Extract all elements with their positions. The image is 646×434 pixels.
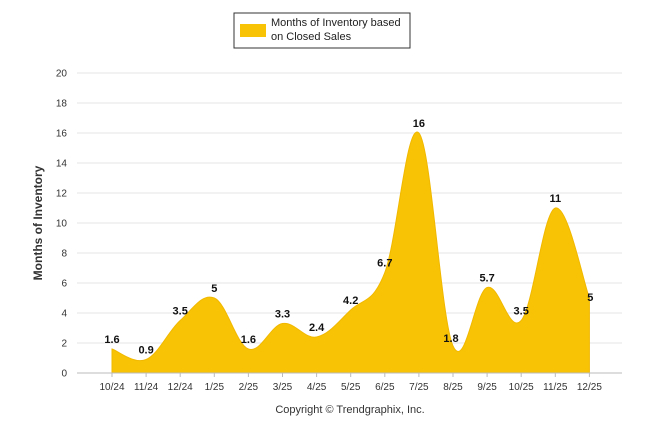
x-tick-label: 12/25: [577, 382, 602, 393]
y-tick-label: 14: [56, 159, 68, 170]
x-tick-label: 7/25: [409, 382, 429, 393]
x-tick-label: 5/25: [341, 382, 361, 393]
x-tick-label: 9/25: [477, 382, 497, 393]
legend-swatch: [240, 24, 266, 37]
data-label: 0.9: [138, 345, 153, 357]
y-tick-label: 6: [61, 279, 67, 290]
x-tick-label: 12/24: [168, 382, 193, 393]
data-label: 5: [211, 283, 217, 295]
data-label: 1.8: [443, 333, 458, 345]
x-tick-label: 4/25: [307, 382, 327, 393]
x-tick-label: 11/24: [134, 382, 159, 393]
data-label: 4.2: [343, 295, 358, 307]
data-label: 2.4: [309, 322, 325, 334]
data-label: 16: [413, 118, 425, 130]
x-tick-label: 11/25: [543, 382, 568, 393]
y-tick-label: 20: [56, 69, 68, 80]
y-tick-label: 12: [56, 189, 68, 200]
x-tick-label: 8/25: [443, 382, 463, 393]
x-tick-label: 1/25: [205, 382, 225, 393]
y-tick-label: 4: [61, 309, 67, 320]
x-tick-label: 3/25: [273, 382, 293, 393]
y-tick-label: 10: [56, 219, 68, 230]
x-tick-label: 10/25: [509, 382, 534, 393]
x-axis-ticks: 10/24 11/24 12/24 1/25 2/25 3/25 4/25 5/25 6/25 7…: [99, 373, 602, 393]
data-label: 1.6: [104, 334, 119, 346]
y-axis-ticks: 0 2 4 6 8 10 12 14 16 18 20: [56, 69, 68, 380]
legend-label-line1: Months of Inventory based: [271, 17, 401, 29]
y-tick-label: 16: [56, 129, 68, 140]
y-axis-label: Months of Inventory: [31, 165, 45, 280]
y-tick-label: 18: [56, 99, 68, 110]
y-tick-label: 2: [61, 339, 67, 350]
area-series: [111, 131, 590, 374]
x-tick-label: 10/24: [99, 382, 124, 393]
data-label: 6.7: [377, 258, 392, 270]
y-tick-label: 8: [61, 249, 67, 260]
data-label: 5.7: [479, 273, 494, 285]
legend-label-line2: on Closed Sales: [271, 31, 352, 43]
data-label: 11: [549, 193, 561, 205]
data-label: 1.6: [241, 334, 256, 346]
y-tick-label: 0: [61, 369, 67, 380]
data-label: 5: [587, 292, 593, 304]
data-label: 3.5: [514, 306, 529, 318]
copyright-credit: Copyright © Trendgraphix, Inc.: [275, 404, 424, 416]
x-tick-label: 2/25: [239, 382, 259, 393]
legend: Months of Inventory based on Closed Sale…: [233, 12, 411, 49]
data-labels: 1.6 0.9 3.5 5 1.6 3.3 2.4 4.2 6.7 16 1.8 5.7 3.5 11 5: [104, 118, 593, 357]
x-tick-label: 6/25: [375, 382, 395, 393]
data-label: 3.3: [275, 309, 290, 321]
data-label: 3.5: [173, 306, 188, 318]
